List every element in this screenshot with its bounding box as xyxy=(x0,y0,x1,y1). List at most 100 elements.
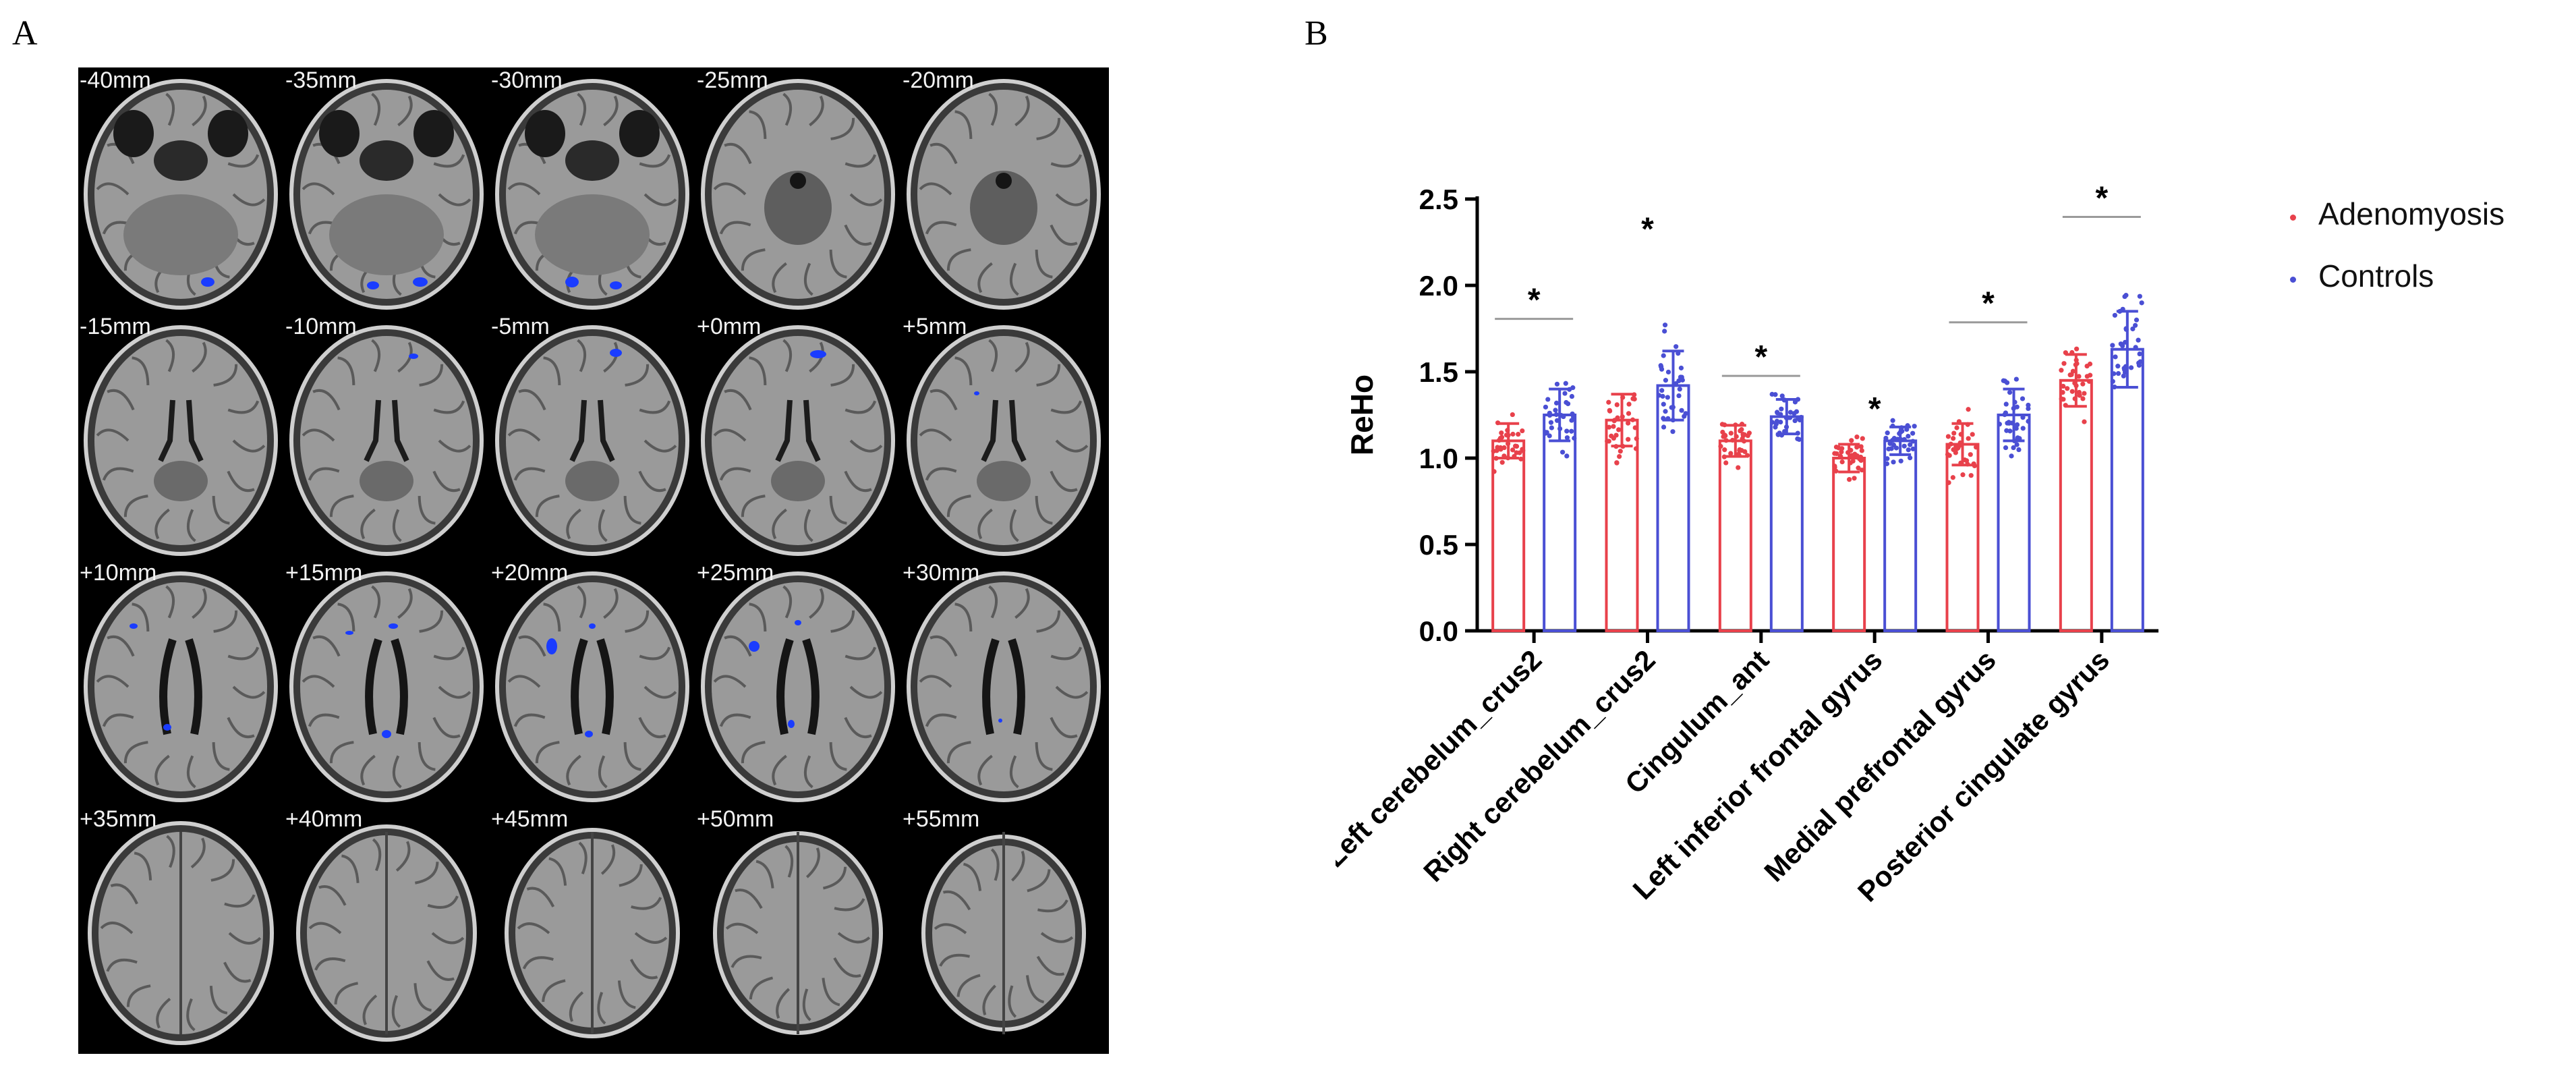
data-point xyxy=(2014,442,2020,447)
y-tick-label: 0.5 xyxy=(1419,529,1458,561)
data-point xyxy=(2113,354,2118,360)
significance-marker: * xyxy=(1528,283,1541,318)
data-point xyxy=(2026,402,2031,408)
data-point xyxy=(2065,386,2070,391)
significance-marker: * xyxy=(1641,212,1654,248)
data-point xyxy=(1901,437,1907,442)
data-point xyxy=(1856,466,1861,471)
data-point xyxy=(1630,396,1636,401)
brain-slice-image xyxy=(84,325,278,556)
bar xyxy=(2110,347,2144,632)
data-point xyxy=(1607,408,1613,414)
data-point xyxy=(1858,444,1864,449)
data-point xyxy=(2139,300,2144,306)
data-point xyxy=(1910,446,1916,451)
data-point xyxy=(1564,399,1569,405)
data-point xyxy=(1616,427,1622,432)
panel-a-letter: A xyxy=(12,14,38,53)
data-point xyxy=(2122,293,2127,300)
data-point xyxy=(1951,430,1957,436)
data-point xyxy=(1626,411,1632,416)
slice-position-label: +5mm xyxy=(903,314,967,339)
data-point xyxy=(2059,368,2064,373)
bar xyxy=(1945,443,1980,632)
data-point xyxy=(1854,445,1860,450)
data-point xyxy=(1673,381,1679,387)
y-tick-label: 0.0 xyxy=(1419,615,1458,647)
x-tick-label: Medial prefrontal gyrus xyxy=(1758,644,2002,888)
data-point xyxy=(1677,387,1682,392)
data-point xyxy=(2060,390,2065,395)
brain-slice: -10mm xyxy=(284,314,490,560)
brain-slice: +50mm xyxy=(695,806,901,1053)
data-point xyxy=(1910,439,1916,444)
data-point xyxy=(1720,429,1725,435)
data-point xyxy=(1912,424,1917,429)
data-point xyxy=(1832,464,1837,469)
slice-position-label: -20mm xyxy=(903,67,974,93)
data-point xyxy=(1954,425,1959,430)
data-point xyxy=(1884,461,1890,466)
data-point xyxy=(1493,455,1499,461)
data-point xyxy=(1887,441,1893,447)
data-point xyxy=(1626,420,1631,426)
data-point xyxy=(1787,415,1793,420)
data-point xyxy=(1945,434,1951,439)
data-point xyxy=(1966,436,1971,441)
data-point xyxy=(1634,436,1639,441)
data-point xyxy=(1739,427,1744,432)
data-point xyxy=(1510,447,1516,453)
data-point xyxy=(2115,370,2121,376)
data-point xyxy=(1787,410,1794,415)
data-point xyxy=(1617,453,1622,459)
data-point xyxy=(1499,459,1505,465)
data-point xyxy=(1614,402,1620,408)
data-point xyxy=(1547,433,1552,439)
data-point xyxy=(1659,366,1665,372)
data-point xyxy=(1547,410,1552,416)
data-point xyxy=(1510,431,1516,437)
data-point xyxy=(1906,447,1911,453)
data-point xyxy=(1728,451,1734,456)
data-point xyxy=(1553,412,1559,418)
data-point xyxy=(1773,424,1778,430)
data-point xyxy=(1953,450,1958,455)
data-point xyxy=(1663,409,1668,414)
data-point xyxy=(1543,404,1549,410)
data-point xyxy=(1618,449,1623,454)
data-point xyxy=(2009,453,2014,459)
brain-slice-image xyxy=(921,832,1086,1034)
data-point xyxy=(2112,312,2118,318)
data-point xyxy=(2133,345,2138,350)
data-point xyxy=(1614,460,1620,466)
brain-slice-image xyxy=(495,325,689,556)
data-point xyxy=(2070,368,2076,374)
data-point xyxy=(1906,433,1911,439)
y-tick-label: 1.0 xyxy=(1419,443,1458,474)
data-point xyxy=(2069,389,2075,394)
data-point xyxy=(1860,436,1865,441)
data-point xyxy=(1945,444,1951,450)
data-point xyxy=(1728,430,1734,436)
brain-slice-image xyxy=(296,824,477,1042)
data-point xyxy=(1564,453,1570,459)
brain-slice-montage: -40mm -35mm -30mm -25mm -20mm -15mm -10mm -5mm +… xyxy=(78,67,1109,1054)
data-point xyxy=(2002,412,2007,418)
data-point xyxy=(1891,436,1897,441)
legend-label: Adenomyosis xyxy=(2318,196,2505,231)
slice-position-label: +25mm xyxy=(697,560,774,586)
data-point xyxy=(1678,374,1684,380)
data-point xyxy=(2082,419,2087,424)
slice-position-label: +50mm xyxy=(697,806,774,832)
data-point xyxy=(1736,465,1741,470)
data-point xyxy=(1792,399,1798,405)
data-point xyxy=(1656,393,1662,398)
data-point xyxy=(1611,435,1616,441)
y-tick-label: 2.0 xyxy=(1419,270,1458,302)
data-point xyxy=(1564,435,1570,441)
data-point xyxy=(1854,434,1860,440)
data-point xyxy=(1739,448,1744,453)
slice-position-label: +0mm xyxy=(697,314,762,339)
brain-slice-image xyxy=(505,828,680,1038)
data-point xyxy=(1569,428,1574,434)
